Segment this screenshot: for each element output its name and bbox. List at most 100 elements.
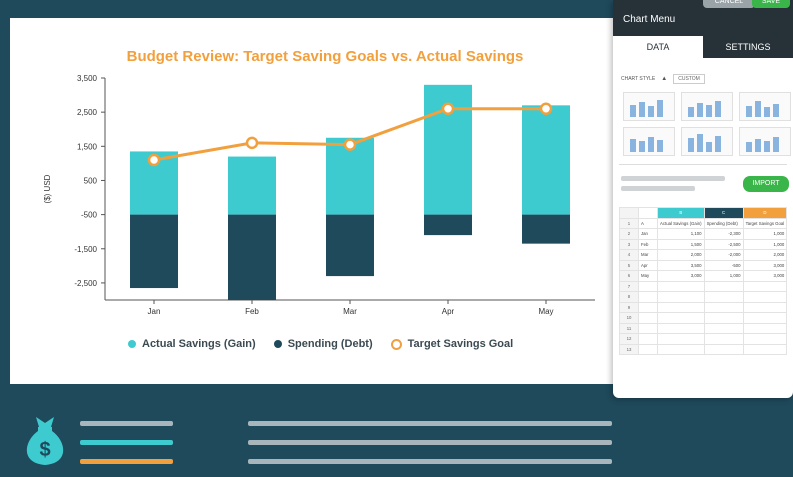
sheet-cell[interactable] — [703, 343, 744, 355]
sheet-cell[interactable]: -2,000 — [703, 249, 744, 261]
chart-style-option[interactable] — [623, 127, 675, 156]
sheet-cell[interactable]: 1,000 — [742, 238, 788, 250]
sheet-cell[interactable] — [742, 280, 788, 292]
sheet-cell[interactable] — [703, 280, 744, 292]
data-spreadsheet: B C D 1 A Actual Savings (Gain) Spending… — [619, 207, 788, 355]
row-number: 9 — [619, 301, 639, 313]
sheet-cell[interactable] — [657, 291, 705, 303]
table-row: 12 — [619, 333, 788, 345]
sheet-cell[interactable] — [638, 333, 658, 345]
table-row: 11 — [619, 322, 788, 334]
save-button[interactable]: SAVE — [752, 0, 790, 8]
sheet-cell[interactable]: 1,500 — [657, 238, 705, 250]
sheet-cell[interactable] — [657, 312, 705, 324]
sheet-cell[interactable]: 2,000 — [657, 249, 705, 261]
sheet-header-cell[interactable]: Actual Savings (Gain) — [657, 217, 705, 229]
sheet-cell[interactable] — [742, 322, 788, 334]
sheet-cell[interactable] — [657, 280, 705, 292]
sheet-cell[interactable]: 3,000 — [742, 270, 788, 282]
sheet-cell[interactable] — [742, 301, 788, 313]
sheet-cell[interactable] — [703, 301, 744, 313]
legend-label-gain: Actual Savings (Gain) — [142, 338, 256, 350]
sheet-cell[interactable] — [742, 333, 788, 345]
sheet-cell[interactable] — [703, 322, 744, 334]
cancel-button[interactable]: CANCEL — [703, 0, 755, 8]
target-legend-marker — [390, 338, 402, 350]
sheet-cell[interactable]: Feb — [638, 238, 658, 250]
chart-style-select[interactable]: CUSTOM — [673, 74, 705, 84]
column-letter[interactable]: D — [742, 207, 788, 219]
sheet-cell[interactable]: 1,000 — [742, 228, 788, 240]
sheet-cell[interactable] — [703, 291, 744, 303]
chart-style-label: CHART STYLE — [621, 76, 656, 82]
sheet-cell[interactable] — [638, 312, 658, 324]
legend-item-debt: Spending (Debt) — [273, 338, 373, 350]
sheet-cell[interactable] — [742, 312, 788, 324]
legend-item-gain: Actual Savings (Gain) — [128, 338, 256, 350]
table-row: 2 Jan 1,100 -2,300 1,000 — [619, 228, 788, 240]
debt-bar — [130, 214, 178, 289]
debt-bar — [424, 214, 472, 236]
sheet-cell[interactable] — [657, 301, 705, 313]
sheet-cell[interactable] — [742, 291, 788, 303]
chart-menu-panel: CANCEL SAVE Chart Menu DATA SETTINGS CHA… — [613, 0, 793, 398]
sheet-cell[interactable]: Apr — [638, 259, 658, 271]
sheet-cell[interactable] — [657, 333, 705, 345]
sheet-cell[interactable]: 3,000 — [742, 259, 788, 271]
sheet-cell[interactable]: May — [638, 270, 658, 282]
svg-text:$: $ — [39, 439, 50, 461]
column-letter[interactable]: B — [657, 207, 705, 219]
sheet-cell[interactable]: 1,100 — [657, 228, 705, 240]
sheet-cell[interactable]: A — [638, 217, 658, 229]
sort-arrow-icon[interactable]: ▲ — [661, 76, 668, 82]
sheet-cell[interactable]: Mar — [638, 249, 658, 261]
x-tick-label: Jan — [148, 307, 161, 316]
debt-bar — [522, 214, 570, 244]
sheet-cell[interactable] — [703, 333, 744, 345]
sheet-cell[interactable] — [657, 322, 705, 334]
sheet-cell[interactable]: Jan — [638, 228, 658, 240]
sheet-cell[interactable] — [638, 280, 658, 292]
gain-bar — [228, 156, 276, 215]
table-row: 10 — [619, 312, 788, 324]
sheet-cell[interactable]: -500 — [703, 259, 744, 271]
row-number: 12 — [619, 333, 639, 345]
sheet-cell[interactable]: -2,500 — [703, 238, 744, 250]
sheet-cell[interactable]: 3,000 — [657, 270, 705, 282]
target-point — [441, 102, 455, 115]
decor-line — [248, 459, 612, 464]
sheet-cell[interactable]: 1,000 — [703, 270, 744, 282]
chart-style-row: CHART STYLE ▲ CUSTOM — [621, 74, 705, 84]
tab-settings[interactable]: SETTINGS — [725, 42, 771, 52]
chart-style-option[interactable] — [681, 92, 733, 121]
row-number: 10 — [619, 312, 639, 324]
sheet-cell[interactable] — [657, 343, 705, 355]
gain-bar — [522, 105, 570, 215]
chart-style-option[interactable] — [681, 127, 733, 156]
chart-style-option[interactable] — [623, 92, 675, 121]
row-number: 1 — [619, 217, 639, 229]
chart-style-option[interactable] — [739, 127, 791, 156]
x-tick-label: Feb — [245, 307, 259, 316]
sheet-cell[interactable] — [703, 312, 744, 324]
sheet-header-cell[interactable]: Spending (Debt) — [703, 217, 744, 229]
sheet-cell[interactable] — [638, 291, 658, 303]
legend-label-target: Target Savings Goal — [407, 338, 514, 350]
x-tick-label: May — [538, 307, 553, 316]
sheet-header-cell[interactable]: Target Savings Goal — [742, 217, 788, 229]
sheet-cell[interactable]: -2,300 — [703, 228, 744, 240]
sheet-cell[interactable] — [638, 343, 658, 355]
sheet-cell[interactable] — [638, 301, 658, 313]
sheet-cell[interactable] — [638, 322, 658, 334]
target-point — [343, 138, 357, 151]
tab-data[interactable]: DATA — [613, 36, 703, 58]
y-tick-label: -500 — [81, 211, 98, 220]
column-letter[interactable]: C — [703, 207, 744, 219]
y-tick-label: -1,500 — [74, 245, 97, 254]
chart-style-option[interactable] — [739, 92, 791, 121]
import-button[interactable]: IMPORT — [743, 176, 789, 192]
sheet-cell[interactable]: 2,000 — [742, 249, 788, 261]
sheet-cell[interactable] — [742, 343, 788, 355]
sheet-cell[interactable]: 3,500 — [657, 259, 705, 271]
row-number: 2 — [619, 228, 639, 240]
